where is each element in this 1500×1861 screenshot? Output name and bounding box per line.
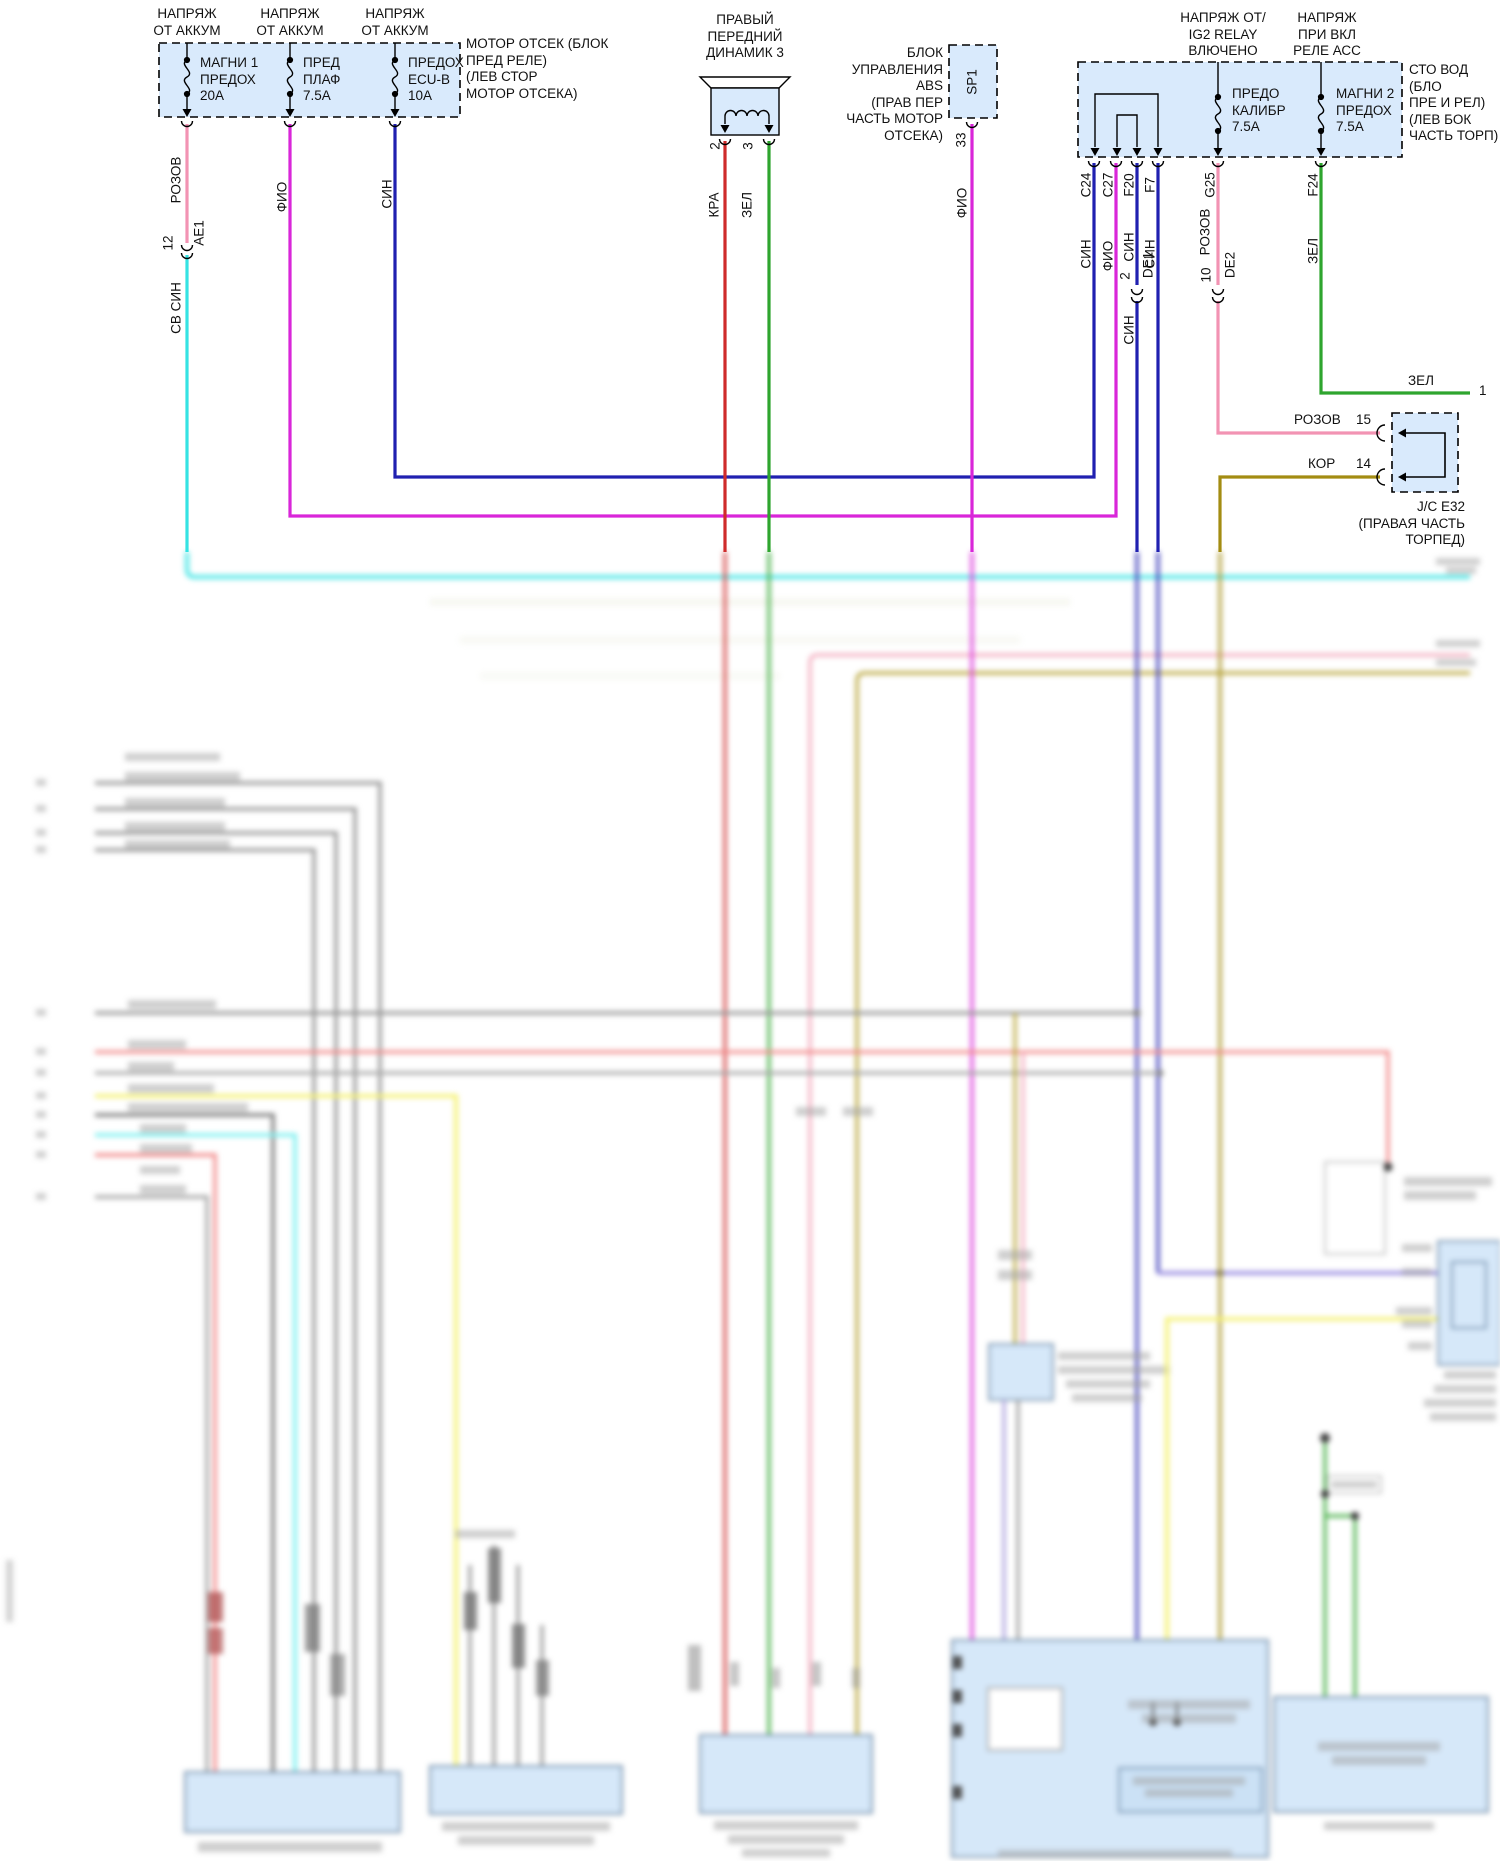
speaker-symbol bbox=[698, 76, 792, 146]
wire-fio-label: ФИО bbox=[274, 181, 290, 213]
supply-label-3: НАПРЯЖ ОТ АККУМ bbox=[361, 6, 429, 38]
splice-de1-pin: 2 bbox=[1117, 272, 1133, 280]
jc-e32-title: J/C E32 (ПРАВАЯ ЧАСТЬ ТОРПЕД) bbox=[1358, 499, 1465, 547]
fuse-label-plaf: ПРЕД ПЛАФ 7.5А bbox=[303, 55, 341, 103]
wire-fio-abs-label: ФИО bbox=[954, 187, 970, 219]
pin-f24: F24 bbox=[1305, 173, 1321, 197]
coil-icon bbox=[724, 109, 770, 117]
fuse-label-magni1: МАГНИ 1 ПРЕДОХ 20А bbox=[200, 55, 259, 103]
pin-f20: F20 bbox=[1121, 173, 1137, 197]
splice-de2-name: DE2 bbox=[1222, 251, 1238, 279]
sp1-label: SP1 bbox=[964, 69, 980, 95]
pin-f20-color: СИН bbox=[1121, 232, 1137, 262]
out-pink-color: РОЗОВ bbox=[1294, 412, 1341, 427]
pin-f7-color: СИН bbox=[1142, 239, 1158, 269]
abs-pin-33: 33 bbox=[953, 132, 969, 148]
pin-f24-color: ЗЕЛ bbox=[1305, 237, 1321, 265]
abs-block-title: БЛОК УПРАВЛЕНИЯ ABS (ПРАВ ПЕР ЧАСТЬ МОТО… bbox=[846, 45, 943, 143]
wire-rozov-label: РОЗОВ bbox=[168, 156, 184, 204]
wire-f24 bbox=[1319, 163, 1470, 395]
wire-zel-label: ЗЕЛ bbox=[739, 191, 755, 219]
wire-svsin-label: СВ СИН bbox=[168, 282, 184, 334]
speaker-pin-3: 3 bbox=[740, 142, 756, 150]
pin-f7: F7 bbox=[1142, 177, 1158, 193]
speaker-pin-2: 2 bbox=[707, 142, 723, 150]
splice-ae1-pin: 12 bbox=[160, 235, 176, 251]
out-green-pin: 1 bbox=[1479, 383, 1487, 398]
pin-c27-color: ФИО bbox=[1100, 240, 1116, 272]
pin-c27: C27 bbox=[1100, 172, 1116, 198]
pin-c24-color: СИН bbox=[1078, 239, 1094, 269]
fuse-label-magni2: МАГНИ 2 ПРЕДОХ 7.5А bbox=[1336, 86, 1395, 134]
wire-fio-net bbox=[288, 124, 1118, 518]
splice-de1-icon bbox=[1130, 288, 1144, 304]
pin-g25: G25 bbox=[1202, 172, 1218, 198]
left-fuse-box-title: МОТОР ОТСЕК (БЛОК ПРЕД РЕЛЕ) (ЛЕВ СТОР М… bbox=[466, 36, 609, 101]
fuse-label-ecub: ПРЕДОХ ECU-B 10А bbox=[408, 55, 464, 103]
right-fuse-box-title: СТО ВОД (БЛО ПРЕ И РЕЛ) (ЛЕВ БОК ЧАСТЬ Т… bbox=[1409, 62, 1499, 143]
left-fuse-box bbox=[158, 42, 461, 128]
splice-de2-pin: 10 bbox=[1198, 267, 1214, 283]
wire-kor bbox=[1218, 475, 1380, 552]
wire-kra-label: КРА bbox=[706, 192, 722, 218]
out-pink-pin: 15 bbox=[1356, 412, 1372, 427]
wire-g25 bbox=[1216, 163, 1380, 435]
pin-g25-color: РОЗОВ bbox=[1197, 208, 1213, 256]
fuse-label-kalibr: ПРЕДО КАЛИБР 7.5А bbox=[1232, 86, 1286, 134]
pin-c24: C24 bbox=[1078, 172, 1094, 198]
supply-label-acc: НАПРЯЖ ПРИ ВКЛ РЕЛЕ АСС bbox=[1293, 10, 1361, 58]
speaker-title: ПРАВЫЙ ПЕРЕДНИЙ ДИНАМИК 3 bbox=[706, 12, 784, 60]
splice-ae1-name: АЕ1 bbox=[191, 220, 207, 246]
splice-de2-icon bbox=[1211, 288, 1225, 304]
out-green-color: ЗЕЛ bbox=[1408, 373, 1435, 388]
supply-label-1: НАПРЯЖ ОТ АККУМ bbox=[153, 6, 221, 38]
pin-f20-color-after: СИН bbox=[1121, 315, 1137, 345]
supply-label-ig2: НАПРЯЖ ОТ/ IG2 RELAY ВЛЮЧЕНО bbox=[1180, 10, 1266, 58]
sharp-diagram-graphics bbox=[158, 42, 1470, 552]
out-brown-color: КОР bbox=[1308, 456, 1336, 471]
wire-sin-net bbox=[393, 124, 1096, 479]
out-brown-pin: 14 bbox=[1356, 456, 1372, 471]
right-fuse-box bbox=[1077, 61, 1403, 168]
sp1-splice-box bbox=[948, 44, 998, 129]
supply-label-2: НАПРЯЖ ОТ АККУМ bbox=[256, 6, 324, 38]
wire-sin-label: СИН bbox=[379, 179, 395, 209]
jc-e32-box bbox=[1376, 412, 1459, 493]
